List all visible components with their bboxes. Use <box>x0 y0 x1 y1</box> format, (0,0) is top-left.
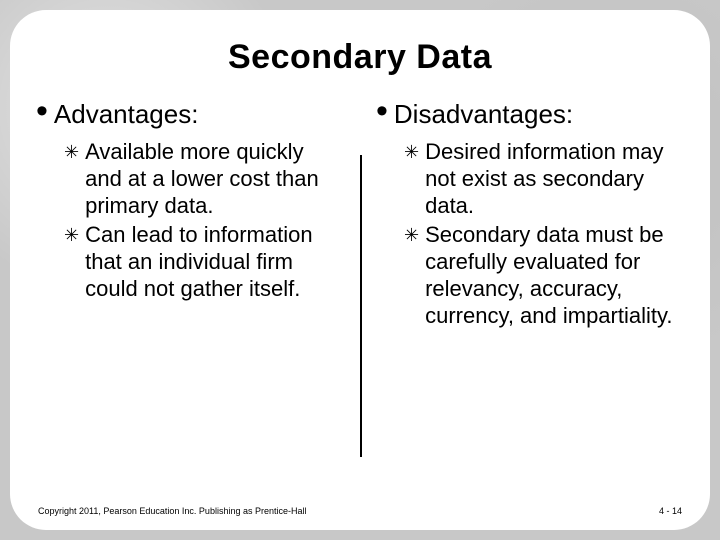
item-text: Secondary data must be carefully evaluat… <box>425 221 674 329</box>
slide: Secondary Data • Advantages: ✳ Available… <box>10 10 710 530</box>
item-text: Desired information may not exist as sec… <box>425 138 674 219</box>
disadvantages-heading: • Disadvantages: <box>378 99 674 130</box>
advantages-column: • Advantages: ✳ Available more quickly a… <box>38 99 360 331</box>
list-item: ✳ Desired information may not exist as s… <box>404 138 674 219</box>
advantages-heading: • Advantages: <box>38 99 342 130</box>
list-item: ✳ Can lead to information that an indivi… <box>64 221 342 302</box>
disadvantages-heading-text: Disadvantages: <box>394 99 573 130</box>
advantages-heading-text: Advantages: <box>54 99 199 130</box>
list-item: ✳ Secondary data must be carefully evalu… <box>404 221 674 329</box>
slide-footer: Copyright 2011, Pearson Education Inc. P… <box>38 506 682 516</box>
slide-title: Secondary Data <box>38 38 682 77</box>
star-icon: ✳ <box>64 222 79 248</box>
bullet-icon: • <box>376 103 388 119</box>
list-item: ✳ Available more quickly and at a lower … <box>64 138 342 219</box>
star-icon: ✳ <box>404 222 419 248</box>
column-divider <box>360 155 362 457</box>
item-text: Can lead to information that an individu… <box>85 221 342 302</box>
copyright-text: Copyright 2011, Pearson Education Inc. P… <box>38 506 306 516</box>
bullet-icon: • <box>36 103 48 119</box>
page-number: 4 - 14 <box>659 506 682 516</box>
item-text: Available more quickly and at a lower co… <box>85 138 342 219</box>
disadvantages-list: ✳ Desired information may not exist as s… <box>378 138 674 329</box>
star-icon: ✳ <box>404 139 419 165</box>
advantages-list: ✳ Available more quickly and at a lower … <box>38 138 342 302</box>
content-columns: • Advantages: ✳ Available more quickly a… <box>38 99 682 331</box>
disadvantages-column: • Disadvantages: ✳ Desired information m… <box>360 99 682 331</box>
star-icon: ✳ <box>64 139 79 165</box>
